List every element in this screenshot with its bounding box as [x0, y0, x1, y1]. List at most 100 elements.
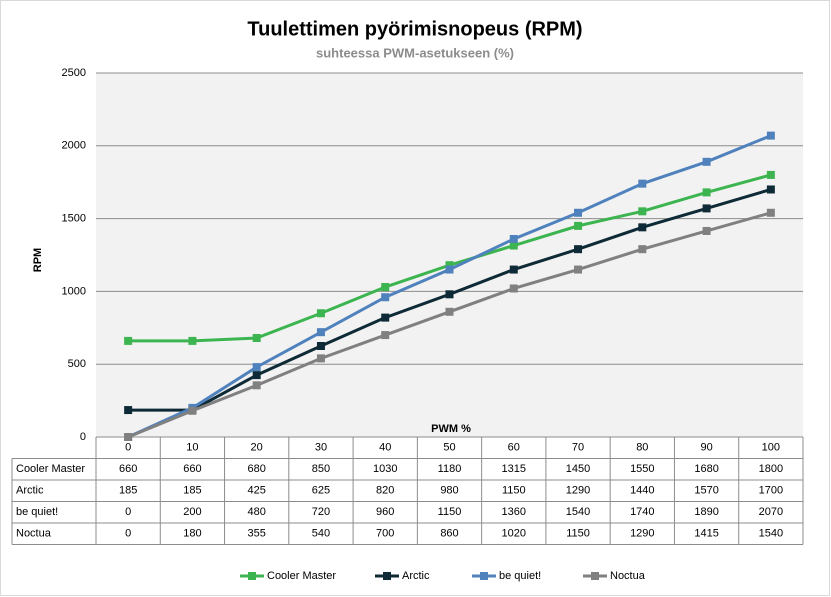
marker [445, 307, 454, 316]
marker [574, 221, 583, 230]
table-cell: 1290 [630, 528, 654, 540]
marker [381, 283, 390, 292]
x-tick-label: 80 [636, 442, 648, 454]
marker [509, 234, 518, 243]
marker [509, 265, 518, 274]
table-cell: 185 [119, 485, 137, 497]
table-cell: 0 [125, 506, 131, 518]
table-cell: 720 [312, 506, 330, 518]
marker [638, 245, 647, 254]
table-cell: 850 [312, 463, 330, 475]
table-row-label: Arctic [16, 485, 44, 497]
x-tick-label: 0 [125, 442, 131, 454]
x-tick-label: 90 [700, 442, 712, 454]
marker [445, 290, 454, 299]
y-tick-label: 500 [68, 358, 86, 370]
table-cell: 960 [376, 506, 394, 518]
table-cell: 680 [248, 463, 266, 475]
table-cell: 1800 [759, 463, 783, 475]
table-cell: 1570 [694, 485, 718, 497]
marker [124, 433, 133, 441]
marker [702, 226, 711, 235]
table-cell: 1550 [630, 463, 654, 475]
table-cell: 1890 [694, 506, 718, 518]
table-cell: 425 [248, 485, 266, 497]
table-cell: 540 [312, 528, 330, 540]
marker [252, 333, 261, 342]
x-tick-label: 10 [186, 442, 198, 454]
table-cell: 1315 [502, 463, 526, 475]
legend-marker [591, 572, 599, 580]
table-cell: 1150 [438, 506, 462, 518]
table-cell: 980 [440, 485, 458, 497]
table-cell: 480 [248, 506, 266, 518]
plot-area [96, 73, 803, 437]
marker [638, 207, 647, 216]
x-tick-label: 30 [315, 442, 327, 454]
legend-marker [248, 572, 256, 580]
table-cell: 1415 [694, 528, 718, 540]
marker [252, 381, 261, 390]
x-axis-title: PWM % [431, 423, 471, 435]
marker [766, 170, 775, 179]
x-tick-label: 70 [572, 442, 584, 454]
table-cell: 0 [125, 528, 131, 540]
marker [766, 131, 775, 140]
marker [316, 354, 325, 363]
marker [124, 406, 133, 415]
table-cell: 860 [440, 528, 458, 540]
table-cell: 1150 [502, 485, 526, 497]
marker [252, 371, 261, 380]
x-tick-label: 20 [251, 442, 263, 454]
marker [766, 185, 775, 194]
marker [638, 223, 647, 232]
table-cell: 1360 [502, 506, 526, 518]
marker [574, 208, 583, 217]
table-cell: 200 [183, 506, 201, 518]
y-tick-label: 2000 [62, 140, 86, 152]
y-axis-title: RPM [32, 248, 44, 272]
chart-subtitle: suhteessa PWM-asetukseen (%) [316, 45, 514, 60]
marker [445, 265, 454, 274]
marker [574, 265, 583, 274]
legend-marker [383, 572, 391, 580]
marker [638, 179, 647, 188]
table-cell: 1540 [759, 528, 783, 540]
table-cell: 1680 [694, 463, 718, 475]
y-tick-label: 2500 [62, 67, 86, 79]
table-cell: 1440 [630, 485, 654, 497]
table-cell: 1150 [566, 528, 590, 540]
legend-label: Noctua [610, 570, 646, 582]
marker [702, 157, 711, 166]
table-cell: 1290 [566, 485, 590, 497]
marker [381, 313, 390, 322]
table-cell: 180 [183, 528, 201, 540]
marker [188, 406, 197, 415]
table-cell: 660 [119, 463, 137, 475]
marker [252, 363, 261, 372]
table-cell: 1740 [630, 506, 654, 518]
y-tick-label: 1000 [62, 285, 86, 297]
table-row-label: Noctua [16, 528, 52, 540]
x-tick-label: 40 [379, 442, 391, 454]
marker [702, 204, 711, 213]
table-cell: 355 [248, 528, 266, 540]
y-tick-label: 1500 [62, 213, 86, 225]
marker [188, 336, 197, 345]
table-cell: 1180 [438, 463, 462, 475]
marker [124, 336, 133, 345]
x-tick-label: 60 [508, 442, 520, 454]
legend-label: Cooler Master [267, 570, 336, 582]
x-tick-label: 100 [762, 442, 780, 454]
marker [702, 188, 711, 197]
chart-title: Tuulettimen pyörimisnopeus (RPM) [247, 18, 582, 40]
marker [445, 261, 454, 270]
legend-label: be quiet! [499, 570, 541, 582]
marker [381, 331, 390, 340]
marker [316, 309, 325, 318]
x-tick-label: 50 [443, 442, 455, 454]
marker [509, 241, 518, 250]
table-cell: 700 [376, 528, 394, 540]
marker [766, 208, 775, 217]
